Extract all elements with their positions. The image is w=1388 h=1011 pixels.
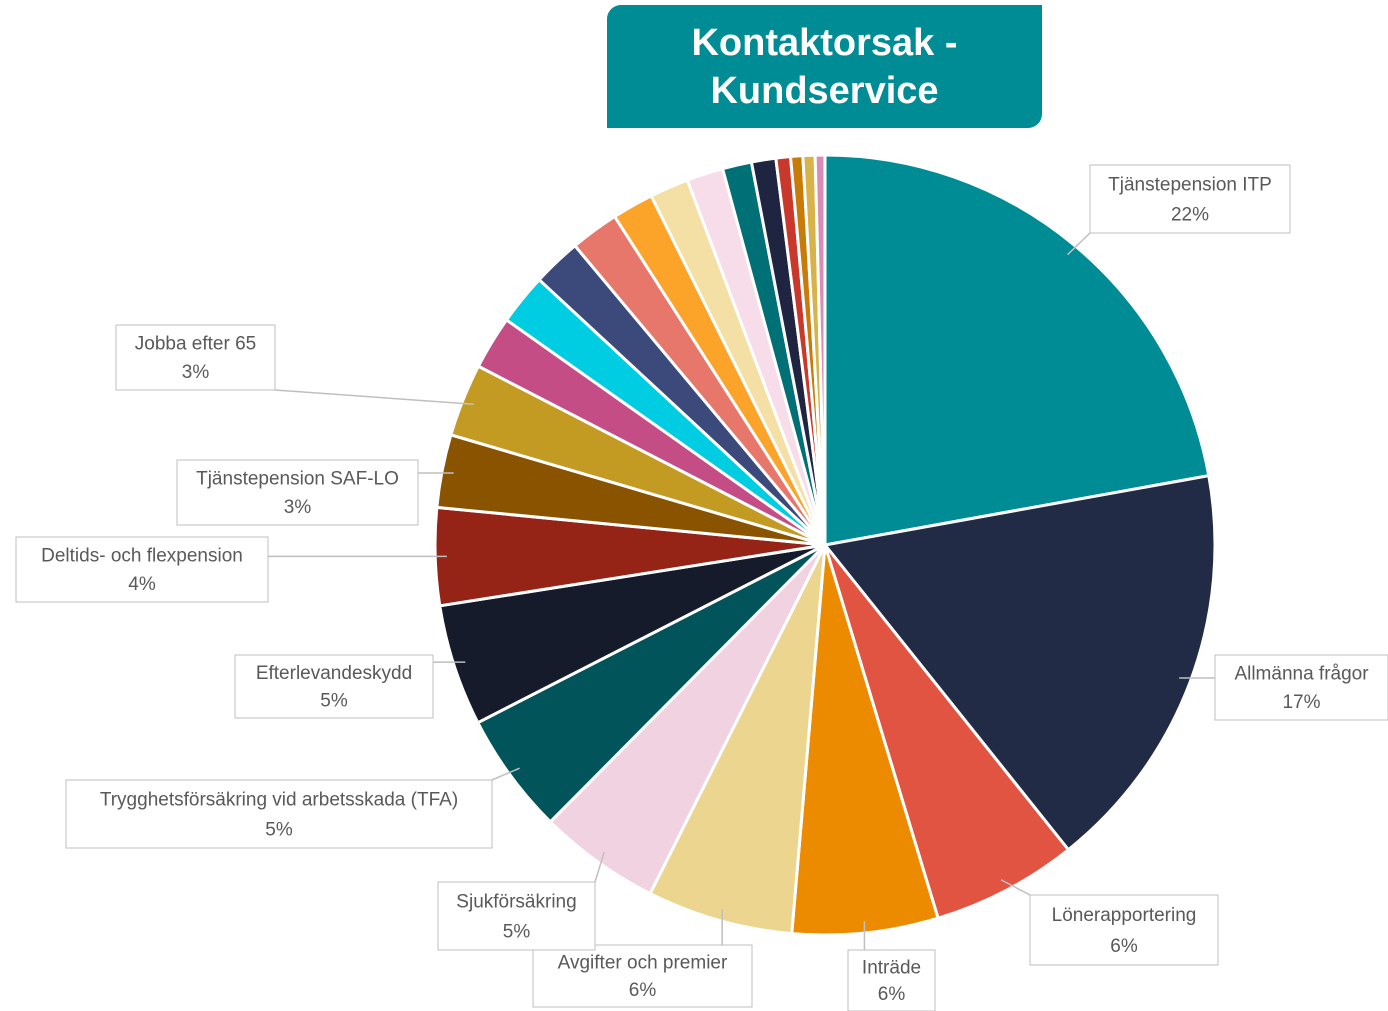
slice-label: Sjukförsäkring [456, 891, 576, 912]
slice-label: Deltids- och flexpension [41, 546, 243, 567]
label-box [176, 459, 419, 526]
label-box [65, 779, 493, 849]
pie-slice [790, 544, 940, 937]
slice-label: Avgifter och premier [558, 953, 728, 974]
slice-value-label: 6% [629, 980, 657, 1001]
slice-label: Tjänstepension SAF-LO [196, 469, 399, 490]
slice-label: Efterlevandeskydd [256, 663, 412, 684]
label-box [234, 654, 434, 719]
pie-slice [648, 544, 827, 936]
leader-line [274, 389, 474, 405]
slice-label: Inträde [862, 957, 921, 978]
pie-slice [823, 153, 1211, 547]
slice-label: Trygghetsförsäkring vid arbetsskada (TFA… [100, 789, 458, 810]
slice-label: Jobba efter 65 [135, 334, 256, 355]
slice-value-label: 5% [320, 691, 348, 712]
label-box [532, 944, 753, 1008]
slice-value-label: 5% [265, 819, 293, 840]
slice-value-label: 17% [1282, 692, 1320, 713]
leader-line [1000, 879, 1031, 896]
label-box [1089, 164, 1291, 234]
slice-value-label: 5% [503, 921, 531, 942]
label-box [15, 536, 269, 603]
pie-slice [823, 544, 1071, 921]
label-box [115, 324, 276, 391]
label-box [847, 949, 936, 1011]
slice-value-label: 3% [284, 497, 312, 518]
slice-value-label: 6% [1110, 936, 1138, 957]
slice-value-label: 4% [128, 574, 156, 595]
slice-value-label: 3% [182, 362, 210, 383]
slice-label: Allmänna frågor [1234, 664, 1369, 685]
pie-slice [813, 153, 827, 546]
leader-line [1067, 232, 1091, 256]
label-box [1029, 894, 1219, 966]
slice-label: Lönerapportering [1052, 905, 1197, 926]
chart-title: Kontaktorsak - Kundservice [607, 5, 1042, 128]
label-box [1214, 654, 1388, 721]
leader-line [491, 767, 520, 781]
slice-value-label: 6% [878, 984, 906, 1005]
leader-line [594, 851, 605, 883]
slice-value-label: 22% [1171, 204, 1209, 225]
pie-slice [822, 473, 1217, 852]
label-box [437, 881, 596, 951]
slice-label: Tjänstepension ITP [1108, 174, 1272, 195]
